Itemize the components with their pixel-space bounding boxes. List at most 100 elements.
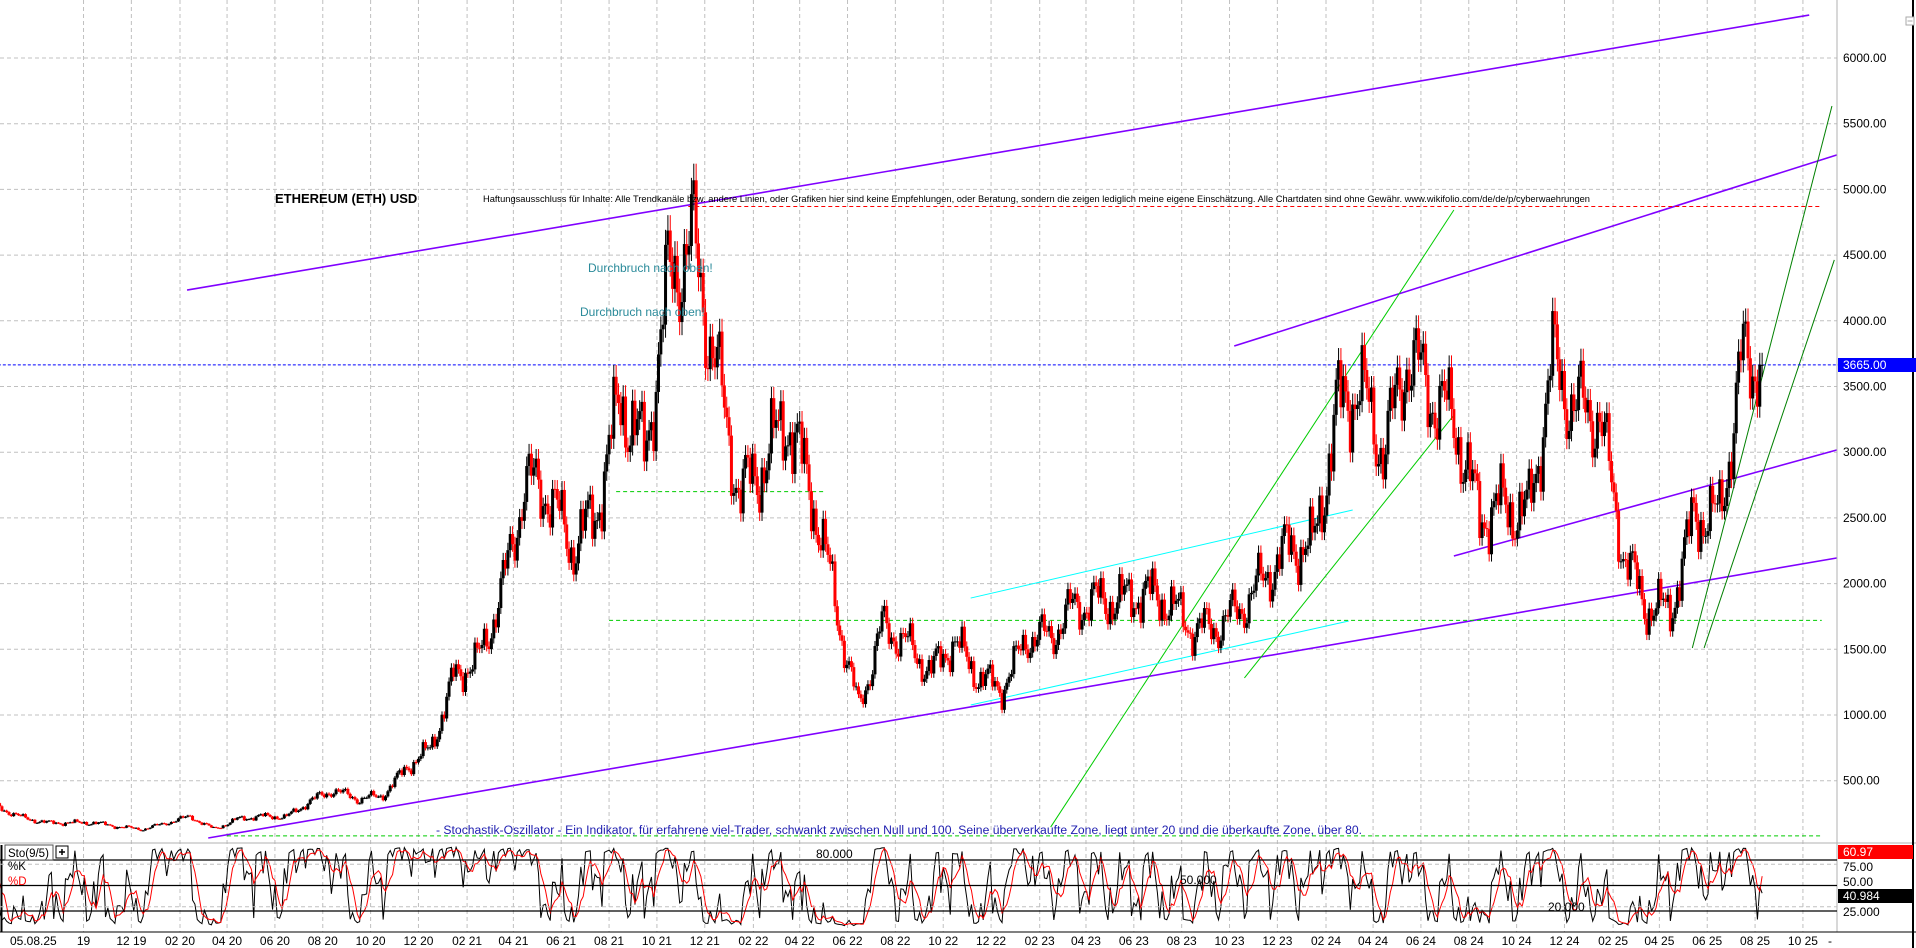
candle-body [847, 661, 851, 665]
candle-body [1588, 400, 1592, 422]
add-indicator-icon[interactable] [55, 845, 69, 859]
candle-body [1645, 618, 1649, 635]
y-tick-label: 1000.00 [1843, 708, 1887, 722]
candle-body [1085, 612, 1089, 614]
candle-body [1108, 601, 1112, 625]
candle-body [508, 533, 512, 551]
candle-body [706, 367, 710, 370]
candle-body [346, 788, 350, 794]
x-tick-label: 02 22 [738, 934, 768, 948]
candle-body [920, 659, 924, 682]
candle-body [1064, 604, 1068, 629]
candle-body [207, 823, 211, 826]
candle-body [1367, 388, 1371, 402]
candle-body [198, 821, 202, 823]
candle-body [1271, 589, 1275, 602]
candle-body [325, 793, 329, 798]
candle-body [748, 457, 752, 484]
candle-body [725, 407, 729, 418]
candle-body [1078, 602, 1082, 630]
candle-body [1574, 410, 1578, 412]
candle-body [329, 794, 333, 797]
candle-body [821, 518, 825, 551]
candle-body [1325, 495, 1329, 516]
candle-body [1068, 589, 1072, 603]
candle-body [1334, 379, 1338, 415]
candle-body [426, 747, 430, 749]
sto-label-box[interactable] [4, 844, 54, 861]
candle-body [1450, 367, 1454, 410]
candle-body [1087, 612, 1091, 621]
candle-body [438, 730, 442, 740]
candle-body [899, 633, 903, 657]
k-value: 40.984 [1843, 889, 1880, 903]
candle-body [1235, 606, 1239, 620]
candle-body [838, 625, 842, 636]
candle-body [214, 827, 218, 829]
candle-body [795, 423, 799, 433]
candle-body [729, 435, 733, 496]
candle-body [68, 822, 72, 824]
candle-body [765, 470, 769, 484]
candle-body [1024, 634, 1028, 650]
candle-body [245, 819, 249, 821]
candle-body [1153, 568, 1157, 586]
candle-body [1664, 598, 1668, 602]
candle-body [287, 813, 291, 816]
candle-body [1007, 676, 1011, 683]
candle-body [421, 742, 425, 757]
candle-body [136, 827, 140, 830]
x-end-label: - [1828, 934, 1832, 948]
candle-body [781, 401, 785, 461]
candle-body [906, 636, 910, 638]
candle-body [1315, 523, 1319, 526]
candle-body [784, 446, 788, 461]
candle-body [341, 789, 345, 793]
candle-body [892, 637, 896, 642]
candle-body [35, 822, 39, 824]
candle-body [515, 537, 519, 561]
candle-body [282, 814, 286, 819]
candle-body [1097, 585, 1101, 598]
trend-line [1233, 154, 1837, 347]
candle-body [1464, 469, 1468, 483]
candle-body [786, 445, 790, 447]
candle-body [158, 824, 162, 826]
candle-body [682, 244, 686, 303]
candle-body [400, 770, 404, 775]
trend-line [1691, 105, 1833, 649]
candle-body [612, 376, 616, 439]
candle-body [579, 509, 583, 544]
candle-body [1539, 466, 1543, 492]
candle-body [118, 827, 122, 829]
candle-body [1485, 528, 1489, 530]
candle-body [1755, 381, 1759, 407]
candle-body [1508, 502, 1512, 528]
candle-body [659, 329, 663, 355]
candle-body [301, 807, 305, 810]
candle-body [1249, 592, 1253, 595]
candle-body [1598, 412, 1602, 422]
candle-body [139, 829, 143, 831]
candle-body [518, 517, 522, 538]
candle-body [367, 795, 371, 798]
trend-line [1244, 414, 1455, 679]
candle-body [1661, 598, 1665, 600]
candle-body [569, 547, 573, 563]
candle-body [1746, 321, 1750, 359]
candle-body [1035, 639, 1039, 647]
candle-body [1572, 394, 1576, 411]
candle-body [1033, 637, 1037, 647]
collapse-icon[interactable] [1905, 16, 1915, 26]
candle-body [1360, 345, 1364, 402]
candle-body [958, 641, 962, 648]
x-tick-label: 10 20 [356, 934, 386, 948]
candle-body [294, 808, 298, 812]
candle-body [944, 653, 948, 658]
candle-body [402, 766, 406, 775]
candle-body [1148, 576, 1152, 594]
candle-body [449, 667, 453, 682]
candle-body [1115, 602, 1119, 614]
candle-body [1424, 343, 1428, 375]
